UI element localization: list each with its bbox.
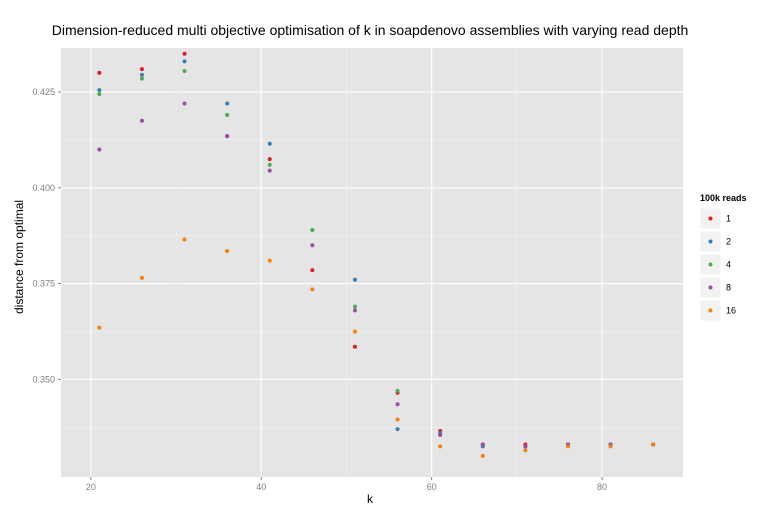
x-tick-label: 40	[256, 482, 266, 492]
legend: 100k reads 1 2 4 8 16	[699, 193, 747, 322]
major-gridlines	[61, 48, 683, 477]
legend-key-point	[708, 216, 713, 221]
data-point-series-2	[182, 59, 187, 64]
data-point-series-16	[395, 417, 400, 422]
data-point-series-16	[225, 249, 230, 254]
y-tick-label: 0.375	[32, 279, 55, 289]
data-point-series-1	[352, 344, 357, 349]
plot-panel	[61, 48, 683, 477]
data-point-series-2	[395, 427, 400, 432]
legend-label: 16	[726, 306, 736, 316]
data-point-series-8	[267, 168, 272, 173]
legend-label: 1	[726, 214, 731, 224]
data-point-series-1	[310, 268, 315, 273]
data-points	[97, 51, 656, 458]
data-point-series-8	[395, 402, 400, 407]
data-point-series-16	[139, 275, 144, 280]
data-point-series-8	[310, 243, 315, 248]
legend-key-point	[708, 239, 713, 244]
data-point-series-8	[438, 432, 443, 437]
x-tick-label: 20	[86, 482, 96, 492]
data-point-series-1	[267, 157, 272, 162]
legend-title: 100k reads	[700, 193, 747, 203]
data-point-series-8	[139, 118, 144, 123]
data-point-series-4	[225, 113, 230, 118]
data-point-series-16	[352, 329, 357, 334]
x-tick-label: 80	[597, 482, 607, 492]
data-point-series-16	[565, 444, 570, 449]
axis-ticks: 20 40 60 80 0.350 0.375 0.400 0.425	[32, 87, 607, 492]
data-point-series-16	[523, 448, 528, 453]
data-point-series-2	[267, 141, 272, 146]
data-point-series-8	[480, 442, 485, 447]
data-point-series-1	[139, 67, 144, 72]
data-point-series-8	[352, 308, 357, 313]
y-tick-label: 0.350	[32, 374, 55, 384]
legend-label: 8	[726, 283, 731, 293]
data-point-series-4	[352, 304, 357, 309]
legend-key-point	[708, 308, 713, 313]
data-point-series-4	[267, 162, 272, 167]
data-point-series-16	[608, 444, 613, 449]
data-point-series-2	[225, 101, 230, 106]
data-point-series-4	[139, 76, 144, 81]
data-point-series-8	[225, 134, 230, 139]
data-point-series-8	[182, 101, 187, 106]
x-tick-label: 60	[427, 482, 437, 492]
data-point-series-2	[139, 72, 144, 77]
data-point-series-16	[97, 325, 102, 330]
x-axis-title: k	[367, 492, 374, 506]
legend-key-point	[708, 285, 713, 290]
y-tick-label: 0.425	[32, 87, 55, 97]
data-point-series-16	[310, 287, 315, 292]
data-point-series-16	[480, 453, 485, 458]
data-point-series-4	[97, 91, 102, 96]
minor-gridlines	[61, 48, 683, 477]
data-point-series-1	[97, 70, 102, 75]
data-point-series-16	[651, 442, 656, 447]
data-point-series-4	[310, 227, 315, 232]
data-point-series-1	[182, 51, 187, 56]
legend-label: 2	[726, 237, 731, 247]
data-point-series-16	[267, 258, 272, 263]
data-point-series-4	[182, 68, 187, 73]
data-point-series-8	[97, 147, 102, 152]
y-tick-label: 0.400	[32, 183, 55, 193]
data-point-series-16	[182, 237, 187, 242]
data-point-series-2	[352, 277, 357, 282]
data-point-series-4	[395, 388, 400, 393]
data-point-series-2	[97, 88, 102, 93]
legend-key-point	[708, 262, 713, 267]
y-axis-title: distance from optimal	[12, 200, 26, 314]
chart-title: Dimension-reduced multi objective optimi…	[52, 22, 689, 38]
data-point-series-8	[523, 444, 528, 449]
data-point-series-16	[438, 444, 443, 449]
legend-label: 4	[726, 260, 731, 270]
